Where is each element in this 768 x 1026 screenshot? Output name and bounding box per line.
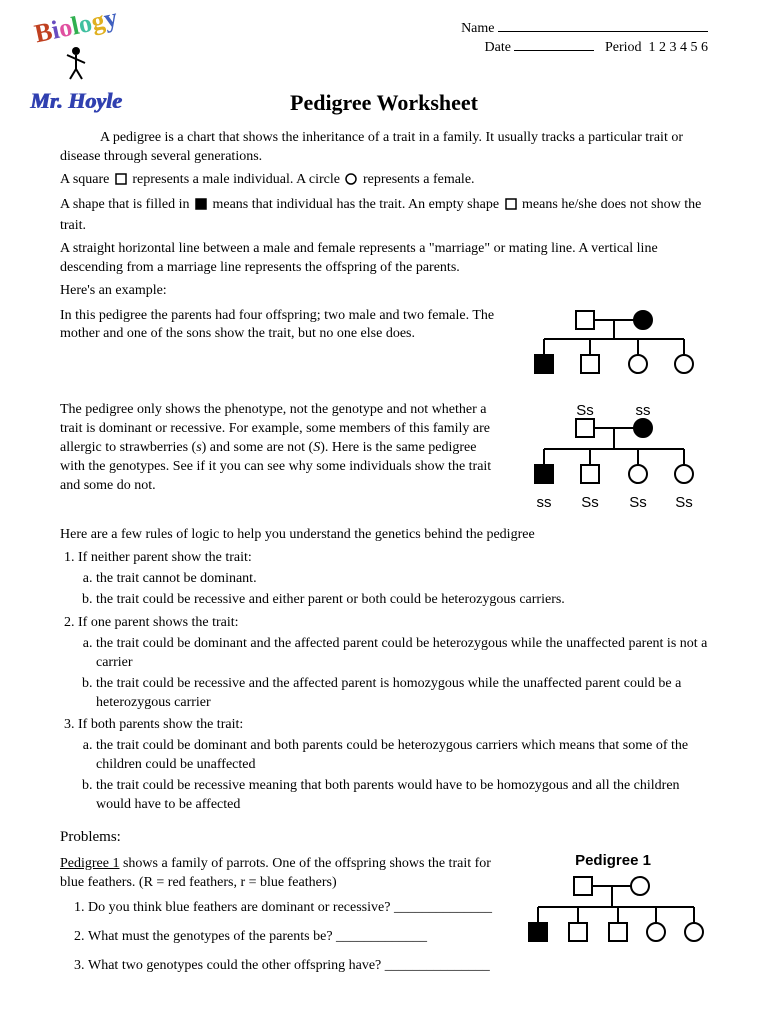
teacher-name: Mr. Hoyle bbox=[30, 86, 122, 116]
date-blank[interactable] bbox=[514, 50, 594, 51]
intro-p5: Here's an example: bbox=[60, 282, 708, 301]
date-label: Date bbox=[485, 40, 511, 55]
period-label: Period bbox=[605, 40, 642, 55]
intro-p1: A pedigree is a chart that shows the inh… bbox=[60, 129, 708, 167]
rule-3: If both parents show the trait: the trai… bbox=[78, 716, 708, 814]
pedigree-1-diagram: Pedigree 1 bbox=[518, 851, 708, 966]
problem-1-text: Pedigree 1 shows a family of parrots. On… bbox=[60, 855, 518, 893]
empty-square-icon bbox=[505, 198, 517, 217]
intro-p4: A straight horizontal line between a mal… bbox=[60, 240, 708, 278]
pedigree-example-1 bbox=[518, 307, 708, 396]
geno-parent-1: Ss bbox=[576, 402, 594, 419]
problems-heading: Problems: bbox=[60, 827, 708, 847]
rules-list: If neither parent show the trait: the tr… bbox=[78, 549, 708, 815]
intro-p6: In this pedigree the parents had four of… bbox=[60, 307, 498, 345]
example-row-1: In this pedigree the parents had four of… bbox=[60, 307, 708, 396]
pedigree-example-2: Ss ss ss Ss Ss Ss bbox=[518, 401, 708, 520]
name-label: Name bbox=[461, 21, 494, 36]
rule-1b: the trait could be recessive and either … bbox=[96, 591, 708, 610]
geno-child-1: ss bbox=[537, 494, 552, 511]
worksheet-page: Biology Mr. Hoyle Name Date Period 1 2 3… bbox=[0, 0, 768, 1026]
biology-wordart: Biology bbox=[31, 0, 120, 51]
rule-1a: the trait cannot be dominant. bbox=[96, 570, 708, 589]
page-title: Pedigree Worksheet bbox=[60, 88, 708, 118]
pedigree-1-title: Pedigree 1 bbox=[518, 851, 708, 871]
geno-child-3: Ss bbox=[629, 494, 647, 511]
intro-p3: A shape that is filled in means that ind… bbox=[60, 196, 708, 236]
name-blank[interactable] bbox=[498, 31, 708, 32]
rule-3b: the trait could be recessive meaning tha… bbox=[96, 777, 708, 815]
geno-parent-2: ss bbox=[636, 402, 651, 419]
square-icon bbox=[115, 173, 127, 192]
question-3: What two genotypes could the other offsp… bbox=[88, 957, 518, 976]
problem-1-block: Pedigree 1 shows a family of parrots. On… bbox=[60, 851, 708, 985]
stick-figure-icon bbox=[30, 45, 122, 88]
geno-child-2: Ss bbox=[581, 494, 599, 511]
header-fields: Name Date Period 1 2 3 4 5 6 bbox=[60, 20, 708, 58]
rule-3a: the trait could be dominant and both par… bbox=[96, 737, 708, 775]
logo-block: Biology Mr. Hoyle bbox=[30, 8, 122, 116]
rules-intro: Here are a few rules of logic to help yo… bbox=[60, 526, 708, 545]
filled-square-icon bbox=[195, 198, 207, 217]
period-numbers: 1 2 3 4 5 6 bbox=[649, 40, 709, 55]
intro-p2: A square represents a male individual. A… bbox=[60, 171, 708, 192]
geno-child-4: Ss bbox=[675, 494, 693, 511]
rule-2b: the trait could be recessive and the aff… bbox=[96, 675, 708, 713]
example-row-2: The pedigree only shows the phenotype, n… bbox=[60, 401, 708, 520]
circle-icon bbox=[345, 173, 357, 192]
intro-p7: The pedigree only shows the phenotype, n… bbox=[60, 401, 498, 495]
question-1: Do you think blue feathers are dominant … bbox=[88, 899, 518, 918]
question-list: Do you think blue feathers are dominant … bbox=[88, 899, 518, 976]
rule-1: If neither parent show the trait: the tr… bbox=[78, 549, 708, 610]
rule-2a: the trait could be dominant and the affe… bbox=[96, 635, 708, 673]
rule-2: If one parent shows the trait: the trait… bbox=[78, 614, 708, 712]
question-2: What must the genotypes of the parents b… bbox=[88, 928, 518, 947]
